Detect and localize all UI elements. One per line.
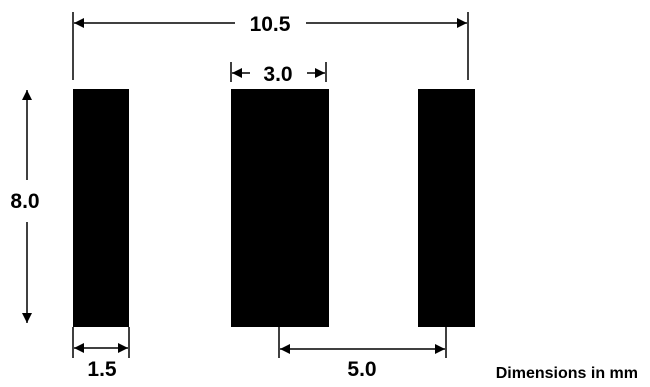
pad-center: [231, 89, 329, 327]
dimension-pitch: 5.0: [278, 327, 447, 381]
pad-height-label: 8.0: [10, 190, 39, 213]
dimension-pad-height: 8.0: [10, 90, 40, 323]
overall-width-label: 10.5: [250, 13, 291, 36]
center-pad-width-label: 3.0: [263, 63, 292, 86]
dimension-side-pad-width: 1.5: [72, 327, 130, 381]
units-note: Dimensions in mm: [496, 365, 638, 382]
dimension-center-pad-width: 3.0: [230, 62, 327, 86]
pitch-label: 5.0: [347, 358, 376, 381]
dimension-overall-width: 10.5: [72, 12, 469, 80]
pad-left: [73, 89, 129, 327]
side-pad-width-label: 1.5: [87, 358, 117, 381]
pad-right: [418, 89, 475, 327]
